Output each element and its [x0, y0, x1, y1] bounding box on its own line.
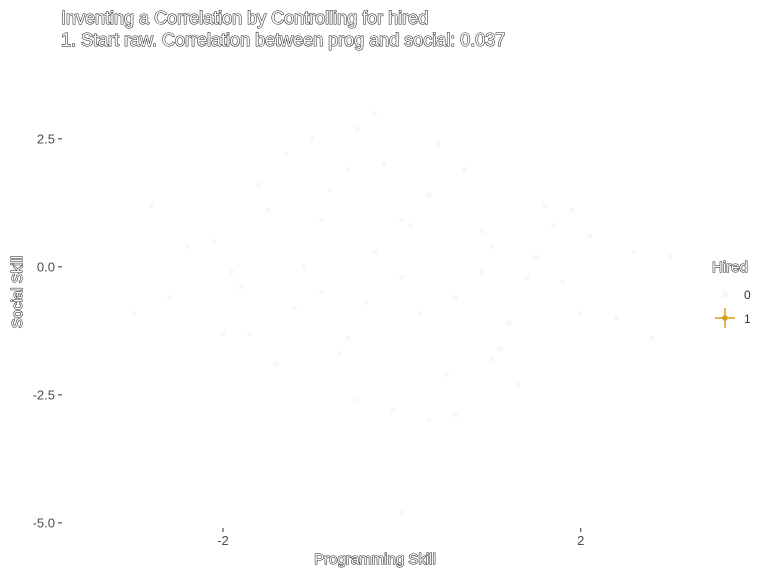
scatter-point-0 [587, 233, 593, 239]
scatter-point-0 [265, 207, 271, 214]
scatter-point-0 [318, 218, 324, 224]
scatter-point-0 [372, 110, 378, 116]
scatter-point-0 [408, 223, 414, 229]
scatter-point-0 [381, 161, 387, 168]
legend-key-0 [721, 291, 729, 299]
scatter-point-0 [613, 315, 620, 321]
y-axis-title: Social Skill [9, 256, 26, 329]
legend-box [706, 248, 762, 334]
scatter-point-0 [631, 248, 637, 255]
scatter-point-0 [390, 407, 396, 413]
scatter-point-0 [551, 223, 557, 229]
scatter-point-0 [184, 243, 190, 249]
x-axis: -2 2 [217, 528, 584, 548]
scatter-point-0 [560, 279, 566, 285]
scatter-point-0 [399, 274, 405, 280]
scatter-point-0 [327, 187, 333, 193]
chart-subtitle: 1. Start raw. Correlation between prog a… [61, 30, 505, 50]
scatter-point-0 [309, 136, 315, 142]
scatter-point-0 [426, 192, 432, 198]
x-tick-label: 2 [577, 533, 584, 548]
scatter-point-0 [130, 310, 137, 316]
scatter-point-0 [488, 356, 494, 362]
scatter-point-0 [649, 335, 655, 342]
y-tick-label: -5.0 [33, 515, 55, 530]
y-axis: 2.5 0.0 -2.5 -5.0 [33, 131, 62, 530]
scatter-point-0 [166, 294, 172, 301]
scatter-point-0 [336, 351, 342, 357]
legend-title: Hired [712, 259, 748, 276]
scatter-point-0 [479, 269, 485, 275]
scatter-point-0 [372, 248, 378, 255]
legend-entry-1: 1 [715, 308, 751, 328]
scatter-point-0 [291, 305, 298, 311]
scatter-point-0 [345, 335, 351, 342]
scatter-point-0 [417, 310, 423, 316]
scatter-point-0 [426, 417, 432, 424]
scatter-point-0 [354, 125, 360, 132]
scatter-point-0 [461, 166, 468, 173]
scatter-point-0 [479, 228, 485, 234]
scatter-point-0 [148, 202, 155, 208]
y-tick-label: 0.0 [37, 259, 55, 274]
scatter-point-0 [542, 202, 548, 208]
scatter-point-0 [506, 320, 512, 326]
scatter-point-0 [497, 346, 503, 352]
scatter-point-0 [345, 166, 351, 173]
scatter-point-0 [533, 253, 539, 260]
scatter-point-0 [524, 274, 530, 280]
scatter-point-0 [399, 218, 405, 224]
scatter-point-0 [667, 253, 673, 260]
y-tick-label: -2.5 [33, 387, 55, 402]
scatter-point-0 [515, 382, 521, 388]
scatter-point-0 [569, 207, 575, 214]
x-tick-label: -2 [217, 533, 229, 548]
y-tick-label: 2.5 [37, 131, 55, 146]
scatter-point-0 [229, 269, 235, 275]
scatter-point-0 [247, 330, 253, 337]
points-layer [130, 110, 673, 516]
scatter-point-0 [363, 300, 369, 306]
plot-panel [62, 62, 688, 528]
scatter-point-0 [452, 412, 459, 418]
scatter-point-0 [211, 238, 217, 244]
scatter-point-0 [256, 182, 262, 188]
scatter-point-0 [488, 243, 494, 249]
legend-entry-0: 0 [721, 288, 751, 302]
x-axis-title: Programming Skill [314, 551, 436, 568]
scatter-point-0 [354, 397, 360, 403]
scatter-point-0 [443, 371, 450, 377]
scatter-point-0 [300, 264, 307, 270]
legend-label-1: 1 [744, 312, 751, 326]
scatter-point-0 [274, 361, 280, 367]
chart-title: Inventing a Correlation by Controlling f… [61, 8, 428, 28]
scatter-point-0 [318, 289, 324, 296]
legend-label-0: 0 [744, 288, 751, 302]
scatter-point-0 [435, 141, 441, 147]
scatter-point-0 [578, 310, 584, 316]
legend: Hired 0 1 [706, 248, 762, 334]
scatter-point-0 [282, 151, 289, 157]
scatter-point-0 [238, 284, 244, 290]
scatter-point-0 [220, 330, 226, 337]
scatter-point-0 [452, 294, 459, 301]
legend-key-1-dot [722, 315, 728, 321]
scatter-point-0 [399, 510, 405, 516]
